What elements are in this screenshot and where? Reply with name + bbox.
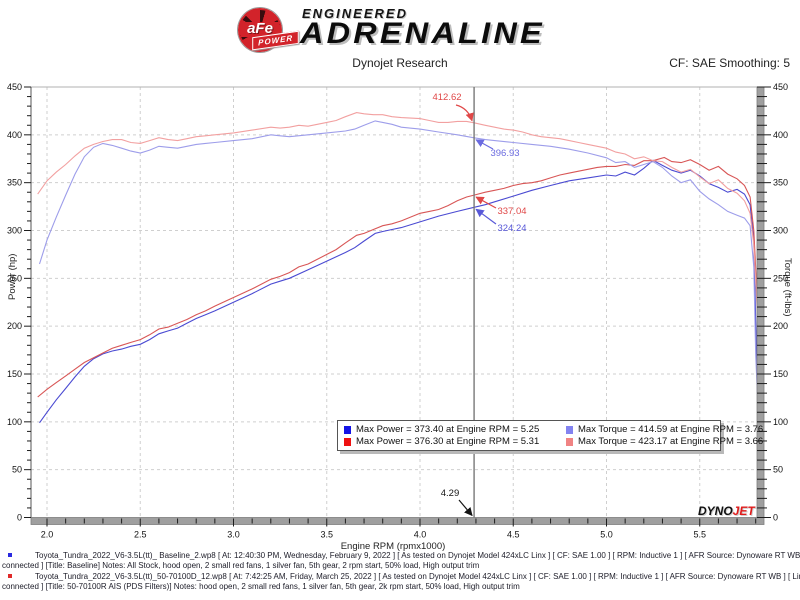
svg-text:350: 350 bbox=[773, 178, 788, 188]
svg-text:5.5: 5.5 bbox=[693, 530, 706, 540]
svg-text:450: 450 bbox=[7, 82, 22, 92]
svg-text:350: 350 bbox=[7, 178, 22, 188]
svg-text:50: 50 bbox=[12, 465, 22, 475]
right-axis-bar bbox=[756, 86, 765, 518]
legend-swatch-power-baseline-icon bbox=[344, 425, 351, 434]
annotation-337.04: 337.04 bbox=[497, 206, 526, 217]
run-bullet-icon bbox=[8, 553, 12, 557]
svg-text:250: 250 bbox=[773, 273, 788, 283]
svg-text:400: 400 bbox=[7, 130, 22, 140]
svg-text:4.5: 4.5 bbox=[507, 530, 520, 540]
svg-text:5.0: 5.0 bbox=[600, 530, 613, 540]
legend-item-max-torque-baseline: Max Torque = 414.59 at Engine RPM = 3.76 bbox=[566, 424, 763, 435]
annotation-4.29: 4.29 bbox=[441, 488, 460, 499]
svg-text:50: 50 bbox=[773, 465, 783, 475]
legend-swatch-power-ais-icon bbox=[344, 437, 351, 446]
curve-power-baseline bbox=[39, 159, 758, 424]
svg-text:400: 400 bbox=[773, 130, 788, 140]
svg-text:250: 250 bbox=[7, 273, 22, 283]
svg-text:150: 150 bbox=[7, 369, 22, 379]
annotation-396.93: 396.93 bbox=[490, 148, 519, 159]
axis-ticks bbox=[24, 86, 771, 527]
svg-text:200: 200 bbox=[773, 321, 788, 331]
afe-brand-logo: aFe POWER ENGINEERED ADRENALINE bbox=[236, 4, 626, 58]
svg-text:3.5: 3.5 bbox=[320, 530, 333, 540]
svg-text:450: 450 bbox=[773, 82, 788, 92]
dyno-curves bbox=[37, 112, 758, 424]
legend-item-max-torque-ais: Max Torque = 423.17 at Engine RPM = 3.66 bbox=[566, 436, 763, 447]
tick-labels: 2.0 2.5 3.0 3.5 4.0 4.5 5.0 5.5 0 0 50 50 100 100 150 1… bbox=[7, 82, 788, 540]
brand-tagline-engineered: ENGINEERED bbox=[302, 6, 408, 21]
svg-text:150: 150 bbox=[773, 369, 788, 379]
legend-item-max-power-baseline: Max Power = 373.40 at Engine RPM = 5.25 bbox=[344, 424, 566, 435]
x-axis-bar bbox=[30, 517, 765, 525]
legend-label: Max Power = 373.40 at Engine RPM = 5.25 bbox=[356, 424, 540, 435]
run-bullet-icon bbox=[8, 574, 12, 578]
brand-tagline-adrenaline: ADRENALINE bbox=[300, 17, 545, 50]
x-axis-label: Engine RPM (rpmx1000) bbox=[340, 541, 446, 552]
legend-label: Max Power = 376.30 at Engine RPM = 5.31 bbox=[356, 436, 540, 447]
legend-box: Max Power = 373.40 at Engine RPM = 5.25 … bbox=[337, 420, 763, 451]
afe-logo-text: aFe bbox=[247, 20, 273, 37]
run-info-baseline: Toyota_Tundra_2022_V6-3.5L(tt)_ Baseline… bbox=[2, 551, 800, 570]
annotation-324.24: 324.24 bbox=[497, 223, 526, 234]
chart-title: Dynojet Research bbox=[352, 56, 448, 70]
legend-item-max-power-ais: Max Power = 376.30 at Engine RPM = 5.31 bbox=[344, 436, 566, 447]
legend-label: Max Torque = 414.59 at Engine RPM = 3.76 bbox=[578, 424, 764, 435]
svg-text:0: 0 bbox=[773, 513, 778, 523]
annotation-412.62: 412.62 bbox=[432, 92, 461, 103]
svg-text:200: 200 bbox=[7, 321, 22, 331]
svg-text:2.0: 2.0 bbox=[41, 530, 54, 540]
svg-text:0: 0 bbox=[17, 513, 22, 523]
legend-swatch-torque-ais-icon bbox=[566, 437, 573, 446]
annotations: 412.62 396.93 337.04 324.24 4.29 bbox=[432, 92, 527, 517]
legend-swatch-torque-baseline-icon bbox=[566, 425, 573, 434]
svg-text:300: 300 bbox=[773, 226, 788, 236]
run-info-ais: Toyota_Tundra_2022_V6-3.5L(tt)_50-70100D… bbox=[2, 572, 800, 591]
legend-label: Max Torque = 423.17 at Engine RPM = 3.66 bbox=[578, 436, 764, 447]
svg-text:2.5: 2.5 bbox=[134, 530, 147, 540]
svg-text:4.0: 4.0 bbox=[414, 530, 427, 540]
curve-torque-baseline bbox=[38, 120, 758, 399]
svg-text:3.0: 3.0 bbox=[227, 530, 240, 540]
smoothing-setting: CF: SAE Smoothing: 5 bbox=[669, 56, 790, 70]
svg-text:300: 300 bbox=[7, 226, 22, 236]
curve-torque-ais bbox=[37, 112, 758, 346]
svg-text:100: 100 bbox=[7, 417, 22, 427]
gridlines bbox=[31, 87, 757, 518]
dynojet-logo: DYNOJET bbox=[698, 504, 755, 518]
curve-power-ais bbox=[37, 156, 758, 398]
svg-text:100: 100 bbox=[773, 417, 788, 427]
